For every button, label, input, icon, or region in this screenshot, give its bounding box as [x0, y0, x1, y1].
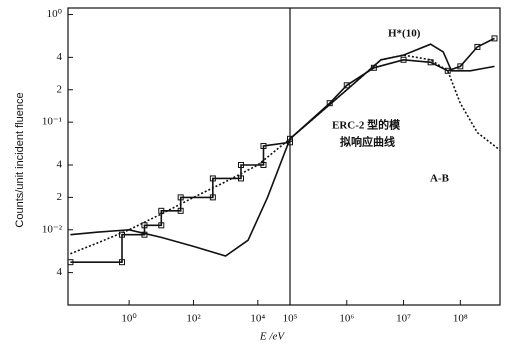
series-line — [70, 138, 291, 255]
x-axis-label: E /eV — [259, 331, 285, 343]
y-tick-label: 4 — [57, 159, 63, 171]
y-tick-label: 10⁻¹ — [42, 116, 62, 128]
point-marker — [260, 143, 267, 150]
point-marker — [141, 222, 148, 229]
point-marker — [209, 194, 216, 201]
point-marker — [238, 175, 245, 182]
y-tick-label: 10⁰ — [47, 8, 63, 20]
point-marker — [177, 207, 184, 214]
x-tick-label: 10² — [186, 313, 201, 325]
y-tick-label: 2 — [57, 83, 63, 95]
series-line — [289, 54, 501, 151]
series-line — [289, 37, 495, 140]
plot-frame — [67, 7, 501, 306]
annotation: 拟响应曲线 — [340, 135, 395, 149]
point-marker — [491, 35, 498, 42]
point-marker — [287, 135, 293, 142]
point-marker — [457, 63, 464, 70]
series-line — [70, 141, 291, 264]
point-marker — [141, 231, 148, 238]
point-marker — [177, 194, 184, 201]
point-marker — [118, 231, 125, 238]
point-marker — [326, 100, 333, 107]
x-tick-label: 10⁴ — [250, 313, 265, 325]
x-tick-label: 10⁵ — [283, 313, 298, 325]
point-marker — [158, 207, 165, 214]
y-tick-label: 4 — [57, 266, 63, 278]
annotation: H*(10) — [388, 28, 421, 40]
x-tick-label: 10⁶ — [339, 313, 354, 325]
y-tick-label: 4 — [57, 51, 63, 63]
point-marker — [158, 222, 165, 229]
point-marker — [444, 67, 451, 74]
point-marker — [209, 175, 216, 182]
x-tick-label: 10⁰ — [121, 313, 137, 325]
point-marker — [67, 259, 74, 266]
y-axis-label: Counts/unit incident fluence — [14, 92, 26, 227]
series-line — [289, 43, 495, 140]
point-marker — [287, 139, 293, 146]
annotation: ERC-2 型的模 — [332, 118, 401, 132]
y-tick-label: 2 — [57, 191, 63, 203]
point-marker — [370, 64, 377, 71]
x-tick-label: 10⁷ — [396, 313, 411, 325]
point-marker — [400, 56, 407, 63]
y-tick-label: 10⁻² — [42, 223, 63, 235]
x-tick-label: 10⁸ — [453, 313, 468, 325]
point-marker — [474, 43, 481, 50]
point-marker — [343, 82, 350, 89]
series-line — [70, 138, 291, 257]
point-marker — [118, 259, 125, 266]
annotation: A-B — [430, 173, 450, 185]
point-marker — [238, 161, 245, 168]
point-marker — [427, 59, 434, 66]
point-marker — [260, 161, 267, 168]
